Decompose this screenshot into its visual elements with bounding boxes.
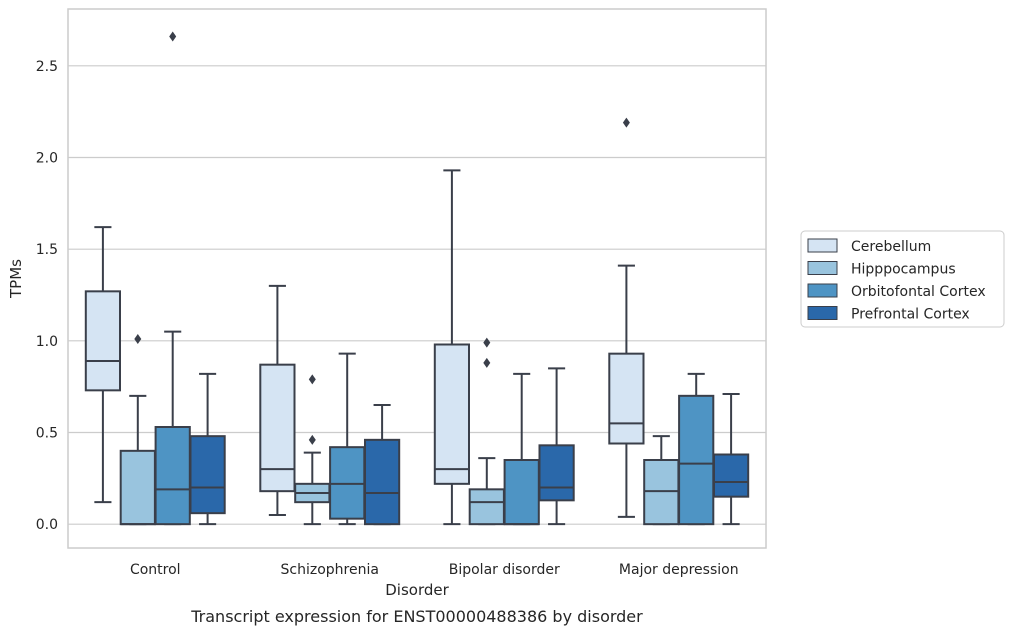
- outlier-point: [622, 117, 630, 128]
- y-tick-label: 1.0: [36, 334, 58, 350]
- box-iqr: [538, 444, 575, 502]
- legend-label: Cerebellum: [851, 239, 931, 255]
- box-0-0: [84, 226, 122, 504]
- y-tick-label: 2.5: [36, 59, 58, 75]
- plot-frame: [67, 8, 767, 549]
- box-3-3: [712, 393, 750, 526]
- legend-swatch: [807, 261, 838, 275]
- box-iqr: [433, 343, 471, 485]
- legend-swatch: [807, 238, 838, 253]
- box-1-3: [643, 435, 680, 526]
- outlier-point: [308, 374, 316, 385]
- box-1-1: [294, 374, 331, 526]
- legend-label: Prefrontal Cortex: [851, 307, 970, 323]
- box-3-2: [538, 367, 575, 526]
- chart-caption: Transcript expression for ENST0000048838…: [190, 607, 643, 626]
- x-tick-labels: Control Schizophrenia Bipolar disorder Majo…: [130, 562, 739, 578]
- box-iqr: [608, 352, 645, 445]
- box-iqr: [259, 363, 296, 493]
- box-0-3: [608, 117, 645, 518]
- y-tick-labels: 0.0 0.5 1.0 1.5 2.0 2.5: [36, 59, 58, 533]
- y-tick-label: 0.5: [36, 426, 58, 442]
- box-2-1: [329, 352, 366, 526]
- outlier-point: [483, 357, 491, 368]
- outlier-point: [169, 31, 177, 42]
- legend-frame: [800, 230, 1005, 328]
- legend-label: Hipppocampus: [851, 262, 956, 278]
- box-0-1: [259, 284, 296, 516]
- y-tick-label: 1.5: [36, 242, 58, 258]
- y-axis-label: TPMs: [7, 259, 25, 299]
- y-tick-label: 2.0: [36, 151, 58, 167]
- x-tick-label: Control: [130, 562, 181, 578]
- box-iqr: [712, 453, 750, 498]
- outlier-point: [308, 434, 316, 445]
- outlier-point: [483, 337, 491, 348]
- legend-label: Orbitofontal Cortex: [851, 284, 986, 300]
- box-series: [84, 31, 750, 526]
- box-2-2: [503, 372, 540, 526]
- box-iqr: [678, 394, 715, 526]
- box-iqr: [119, 449, 156, 526]
- x-tick-label: Major depression: [619, 562, 739, 578]
- box-1-2: [468, 337, 505, 526]
- box-2-3: [678, 372, 715, 526]
- legend: Cerebellum Hipppocampus Orbitofontal Corte…: [800, 230, 1005, 328]
- box-0-2: [433, 169, 471, 526]
- x-tick-label: Bipolar disorder: [449, 562, 560, 578]
- box-3-0: [189, 372, 226, 526]
- legend-swatch: [807, 283, 838, 298]
- box-3-1: [363, 404, 401, 526]
- box-iqr: [154, 426, 191, 526]
- box-iqr: [503, 459, 540, 526]
- box-iqr: [363, 438, 401, 526]
- outlier-point: [134, 334, 142, 344]
- box-2-0: [154, 31, 191, 526]
- box-1-0: [119, 334, 156, 526]
- box-iqr: [189, 435, 226, 515]
- x-tick-label: Schizophrenia: [281, 562, 379, 578]
- legend-swatch: [807, 306, 838, 320]
- box-iqr: [468, 488, 505, 526]
- x-axis-label: Disorder: [385, 581, 449, 599]
- y-tick-label: 0.0: [36, 517, 58, 533]
- box-iqr: [84, 290, 122, 392]
